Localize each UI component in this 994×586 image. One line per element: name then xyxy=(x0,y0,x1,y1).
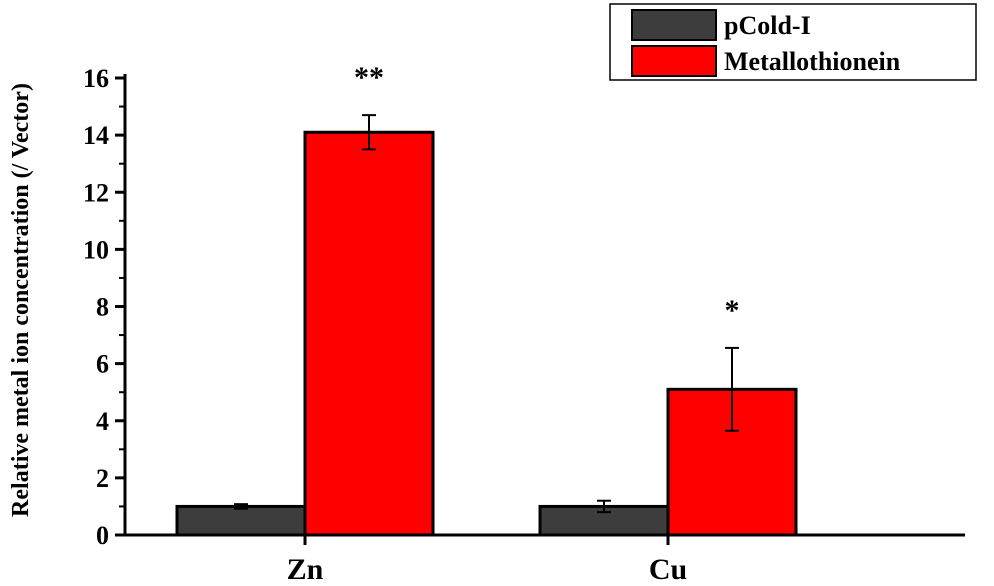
y-tick-label: 10 xyxy=(83,235,109,264)
bar xyxy=(175,504,307,537)
y-tick-label: 0 xyxy=(96,521,109,550)
x-tick-label: Cu xyxy=(649,553,687,586)
legend-label: pCold-I xyxy=(724,11,811,40)
y-axis-label: Relative metal ion concentration (/ Vect… xyxy=(8,83,34,517)
legend-swatch xyxy=(631,45,717,77)
y-tick-label: 12 xyxy=(83,178,109,207)
legend-swatch xyxy=(631,9,717,41)
y-tick-label: 4 xyxy=(96,407,109,436)
significance-label: * xyxy=(725,294,740,327)
legend-label: Metallothionein xyxy=(724,47,901,76)
plot-area: 0 2 4 6 8 10 12 14 16 Zn ** Cu * xyxy=(83,61,965,586)
y-tick-label: 8 xyxy=(96,293,109,322)
x-tick-label: Zn xyxy=(287,553,324,586)
y-tick-label: 16 xyxy=(83,64,109,93)
y-tick-label: 2 xyxy=(96,464,109,493)
legend: pCold-I Metallothionein xyxy=(609,3,977,81)
y-tick-label: 14 xyxy=(83,121,109,150)
bar xyxy=(303,130,435,537)
significance-label: ** xyxy=(354,61,384,94)
y-tick-label: 6 xyxy=(96,350,109,379)
